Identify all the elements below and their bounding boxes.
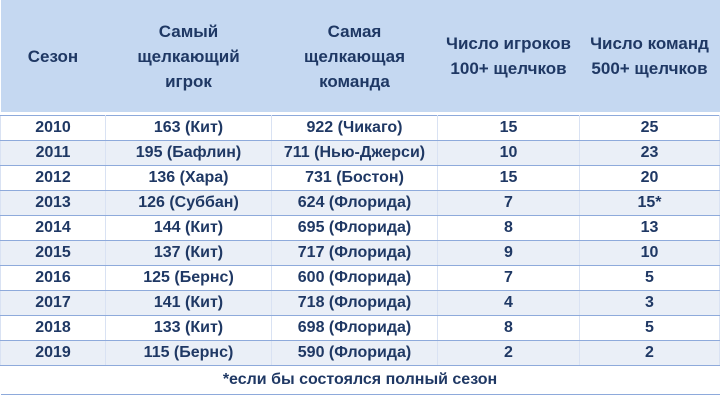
cell-top-team: 600 (Флорида) [271,265,438,291]
cell-top-player: 115 (Бернс) [105,340,272,366]
cell-season: 2019 [0,340,106,366]
cell-top-player: 136 (Хара) [105,165,272,191]
table-row: 2016 125 (Бернс) 600 (Флорида) 7 5 [0,265,720,291]
table-row: 2018 133 (Кит) 698 (Флорида) 8 5 [0,315,720,341]
cell-teams-500: 2 [579,340,720,366]
table-row: 2017 141 (Кит) 718 (Флорида) 4 3 [0,290,720,316]
cell-top-player: 137 (Кит) [105,240,272,266]
cell-players-100: 9 [437,240,580,266]
cell-season: 2013 [0,190,106,216]
table-row: 2019 115 (Бернс) 590 (Флорида) 2 2 [0,340,720,366]
cell-top-team: 718 (Флорида) [271,290,438,316]
cell-top-team: 695 (Флорида) [271,215,438,241]
cell-players-100: 8 [437,315,580,341]
cell-teams-500: 20 [579,165,720,191]
table-row: 2014 144 (Кит) 695 (Флорида) 8 13 [0,215,720,241]
table-header-row: Сезон Самый щелкающий игрок Самая щелкаю… [0,0,720,112]
cell-top-player: 126 (Суббан) [105,190,272,216]
cell-top-team: 717 (Флорида) [271,240,438,266]
table-row: 2011 195 (Бафлин) 711 (Нью-Джерси) 10 23 [0,140,720,166]
table-row: 2012 136 (Хара) 731 (Бостон) 15 20 [0,165,720,191]
footnote: *если бы состоялся полный сезон [0,365,720,395]
cell-teams-500: 5 [579,315,720,341]
table-row: 2015 137 (Кит) 717 (Флорида) 9 10 [0,240,720,266]
cell-teams-500: 15* [579,190,720,216]
table-row: 2010 163 (Кит) 922 (Чикаго) 15 25 [0,115,720,141]
cell-teams-500: 3 [579,290,720,316]
cell-top-player: 141 (Кит) [105,290,272,316]
cell-season: 2017 [0,290,106,316]
table-row: 2013 126 (Суббан) 624 (Флорида) 7 15* [0,190,720,216]
cell-top-player: 133 (Кит) [105,315,272,341]
cell-season: 2011 [0,140,106,166]
cell-season: 2012 [0,165,106,191]
cell-top-team: 590 (Флорида) [271,340,438,366]
header-season: Сезон [0,0,106,112]
header-players-100: Число игроков 100+ щелчков [437,0,580,112]
cell-season: 2016 [0,265,106,291]
header-gap [0,112,720,116]
header-top-team: Самая щелкающая команда [271,0,438,112]
cell-players-100: 10 [437,140,580,166]
cell-players-100: 7 [437,265,580,291]
header-teams-500: Число команд 500+ щелчков [579,0,720,112]
cell-players-100: 4 [437,290,580,316]
cell-top-player: 163 (Кит) [105,115,272,141]
cell-season: 2018 [0,315,106,341]
footnote-row: *если бы состоялся полный сезон [0,365,720,395]
cell-teams-500: 10 [579,240,720,266]
cell-players-100: 15 [437,115,580,141]
cell-top-team: 922 (Чикаго) [271,115,438,141]
cell-teams-500: 13 [579,215,720,241]
cell-top-player: 125 (Бернс) [105,265,272,291]
header-top-player: Самый щелкающий игрок [105,0,272,112]
cell-top-team: 698 (Флорида) [271,315,438,341]
cell-season: 2014 [0,215,106,241]
cell-season: 2015 [0,240,106,266]
cell-players-100: 2 [437,340,580,366]
cell-teams-500: 25 [579,115,720,141]
cell-season: 2010 [0,115,106,141]
cell-players-100: 8 [437,215,580,241]
cell-top-player: 195 (Бафлин) [105,140,272,166]
cell-top-team: 711 (Нью-Джерси) [271,140,438,166]
cell-teams-500: 23 [579,140,720,166]
cell-players-100: 15 [437,165,580,191]
cell-top-player: 144 (Кит) [105,215,272,241]
cell-top-team: 624 (Флорида) [271,190,438,216]
cell-top-team: 731 (Бостон) [271,165,438,191]
cell-teams-500: 5 [579,265,720,291]
cell-players-100: 7 [437,190,580,216]
